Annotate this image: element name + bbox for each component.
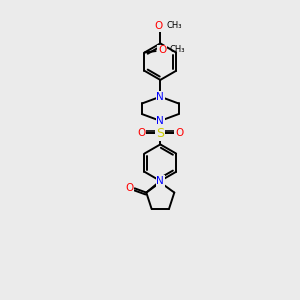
Text: CH₃: CH₃ <box>169 45 185 54</box>
Text: CH₃: CH₃ <box>167 21 182 30</box>
Text: S: S <box>156 127 164 140</box>
Text: O: O <box>137 128 145 138</box>
Text: O: O <box>158 46 166 56</box>
Text: N: N <box>156 176 164 186</box>
Text: O: O <box>154 21 162 31</box>
Text: N: N <box>156 92 164 102</box>
Text: N: N <box>156 116 164 126</box>
Text: O: O <box>175 128 184 138</box>
Text: O: O <box>125 183 134 193</box>
